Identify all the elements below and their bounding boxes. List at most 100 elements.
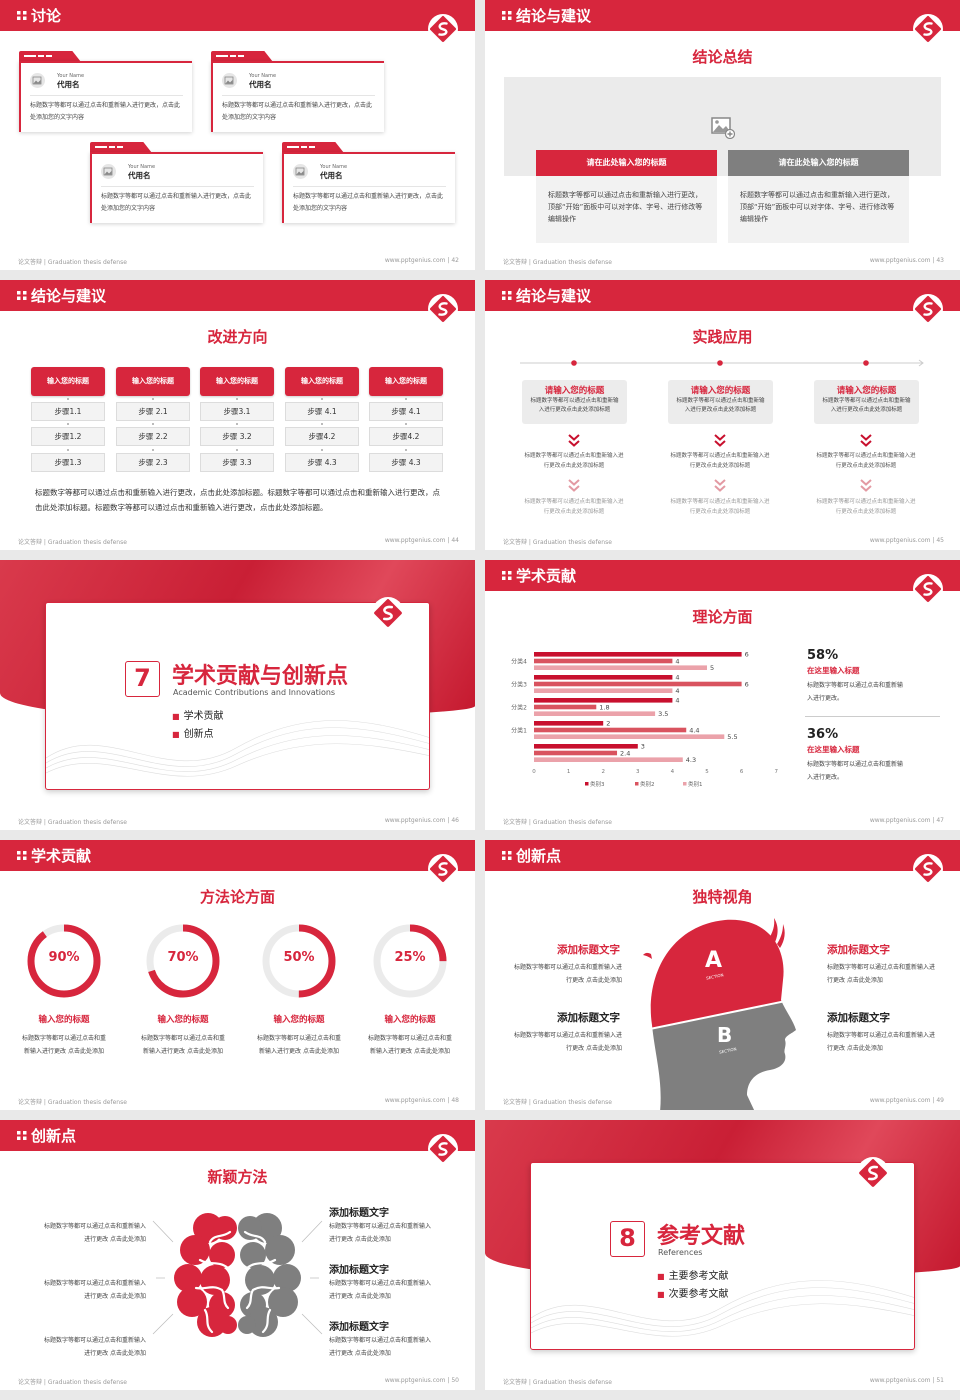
- section-item[interactable]: ■ 次要参考文献: [657, 1285, 729, 1300]
- profile-card[interactable]: Your Name 代用名 标题数字等都可以通过点击和重新输入进行更改，点击此处添加…: [19, 51, 192, 132]
- grid-dots-icon: [502, 571, 512, 580]
- point-heading: 添加标题文字: [329, 1322, 389, 1333]
- slide-51-section[interactable]: 8 参考文献 References ■ 主要参考文献 ■ 次要参考文献 论文答辩 |…: [485, 1120, 960, 1390]
- slide-48-methodology[interactable]: 学术贡献 方法论方面 90% 输入您的标题 标题数字等都可以通过点击和重新输入进行更…: [0, 840, 475, 1110]
- ring-progress: [27, 924, 101, 998]
- slide-header: 学术贡献: [0, 840, 475, 871]
- title-bar-red[interactable]: 请在此处输入您的标题: [536, 150, 717, 176]
- avatar-image-icon[interactable]: [30, 73, 45, 88]
- practice-step-text: 标题数字等都可以通过点击和重新输入进行更改点击此处添加标题: [816, 453, 916, 469]
- card-body: Your Name 代用名 标题数字等都可以通过点击和重新输入进行更改，点击此处添加…: [211, 61, 384, 132]
- avatar-image-icon[interactable]: [222, 73, 237, 88]
- footer-url: www.pptgenius.com |: [384, 537, 452, 544]
- column-heading[interactable]: 输入您的标题: [200, 367, 274, 396]
- section-item[interactable]: ■ 创新点: [172, 725, 214, 740]
- bar: [534, 750, 618, 756]
- step-box[interactable]: 步骤 3.3: [200, 453, 274, 472]
- bullet-icon: ■: [657, 1272, 665, 1281]
- footer-right: www.pptgenius.com | 48: [385, 1097, 459, 1104]
- slide-44-improvement[interactable]: 结论与建议 改进方向 输入您的标题 步骤1.1 步骤1.2 步骤1.3 输入您的标题 步骤…: [0, 280, 475, 550]
- column-heading[interactable]: 输入您的标题: [31, 367, 105, 396]
- step-box[interactable]: 步骤 4.1: [369, 402, 443, 421]
- step-box[interactable]: 步骤1.2: [31, 427, 105, 446]
- grid-dots-icon: [502, 11, 512, 20]
- page-number: 42: [451, 257, 459, 264]
- practice-box[interactable]: 请输入您的标题 标题数字等都可以通过点击和重新输入进行更改点击此处添加标题: [814, 380, 919, 424]
- slide-49-perspective[interactable]: 创新点 独特视角 A SECTION B SECTION 添加标题文字 标题数字…: [485, 840, 960, 1110]
- wave-pattern: [531, 1280, 914, 1337]
- category-label: 分类2: [511, 703, 527, 711]
- step-box[interactable]: 步骤 2.3: [116, 453, 190, 472]
- data-label: 4: [675, 697, 679, 705]
- tab-dash: [238, 55, 244, 57]
- connector-dot: [321, 449, 323, 451]
- step-box[interactable]: 步骤 2.1: [116, 402, 190, 421]
- slide-45-practice[interactable]: 结论与建议 实践应用 请输入您的标题 标题数字等都可以通过点击和重新输入进行更改点…: [485, 280, 960, 550]
- practice-step-text: 标题数字等都可以通过点击和重新输入进行更改点击此处添加标题: [524, 499, 624, 515]
- name: 代用名: [57, 80, 80, 89]
- card-text[interactable]: 标题数字等都可以通过点击和重新输入进行更改，点击此处添加您的文字内容: [30, 102, 181, 121]
- slide-43-conclusion[interactable]: 结论与建议 结论总结 请在此处输入您的标题 请在此处输入您的标题 标题数字等都可…: [485, 0, 960, 270]
- avatar-image-icon[interactable]: [101, 164, 116, 179]
- footer-right: www.pptgenius.com | 46: [385, 817, 459, 824]
- step-box[interactable]: 步骤4.2: [369, 427, 443, 446]
- legend-swatch: [585, 782, 589, 786]
- step-box[interactable]: 步骤 2.2: [116, 427, 190, 446]
- name-en: Your Name: [249, 73, 277, 79]
- column-heading[interactable]: 输入您的标题: [369, 367, 443, 396]
- slide-46-section[interactable]: 7 学术贡献与创新点 Academic Contributions and In…: [0, 560, 475, 830]
- image-add-icon[interactable]: [711, 117, 735, 139]
- column-heading[interactable]: 输入您的标题: [285, 367, 359, 396]
- practice-step-text: 标题数字等都可以通过点击和重新输入进行更改点击此处添加标题: [524, 453, 624, 469]
- card-text[interactable]: 标题数字等都可以通过点击和重新输入进行更改，点击此处添加您的文字内容: [293, 193, 444, 212]
- connector-dot: [152, 423, 154, 425]
- step-box[interactable]: 步骤1.1: [31, 402, 105, 421]
- card-text[interactable]: 标题数字等都可以通过点击和重新输入进行更改，点击此处添加您的文字内容: [101, 193, 252, 212]
- section-item-label: 次要参考文献: [668, 1289, 729, 1300]
- card-tab: [211, 51, 273, 62]
- step-box[interactable]: 步骤4.2: [285, 427, 359, 446]
- slide-47-theory[interactable]: 学术贡献 理论方面 6 4 4 2 3 4 6 1.8 4.4 2.4 5 4 3.5 5.5 4.3 分类4…: [485, 560, 960, 830]
- profile-card[interactable]: Your Name 代用名 标题数字等都可以通过点击和重新输入进行更改，点击此处添加…: [282, 142, 455, 223]
- text-box[interactable]: 标题数字等都可以通过点击和重新输入进行更改，顶部“开始”面板中可以对字体、字号、…: [728, 176, 909, 243]
- data-label: 4.3: [686, 756, 696, 764]
- step-box[interactable]: 步骤3.1: [200, 402, 274, 421]
- slide-subtitle: 独特视角: [692, 888, 753, 906]
- avatar-image-icon[interactable]: [293, 164, 308, 179]
- point-text: 标题数字等都可以通过点击和重新输入进行更改 点击此处添加: [514, 964, 623, 984]
- data-label: 4: [675, 674, 679, 682]
- tick-label: 7: [774, 769, 778, 775]
- slide-42-discussion[interactable]: 讨论 Your Name 代用名 标题数字等都可以通过点击和重新输入进行更改，点击此…: [0, 0, 475, 270]
- step-box[interactable]: 步骤 3.2: [200, 427, 274, 446]
- brain-icon: [152, 1213, 323, 1337]
- connector-dot: [152, 449, 154, 451]
- footer-right: www.pptgenius.com | 51: [870, 1377, 944, 1384]
- bar: [534, 658, 673, 664]
- section-item[interactable]: ■ 学术贡献: [172, 707, 224, 722]
- practice-box[interactable]: 请输入您的标题 标题数字等都可以通过点击和重新输入进行更改点击此处添加标题: [668, 380, 773, 424]
- ring-text: 标题数字等都可以通过点击和重新输入进行更改 点击此处添加: [256, 1035, 341, 1055]
- card-text[interactable]: 标题数字等都可以通过点击和重新输入进行更改，点击此处添加您的文字内容: [222, 102, 373, 121]
- brand-logo: [428, 854, 458, 884]
- bar: [534, 652, 742, 657]
- bullet-icon: ■: [172, 712, 180, 721]
- practice-box[interactable]: 请输入您的标题 标题数字等都可以通过点击和重新输入进行更改点击此处添加标题: [522, 380, 627, 424]
- column-heading[interactable]: 输入您的标题: [116, 367, 190, 396]
- step-box[interactable]: 步骤 4.3: [369, 453, 443, 472]
- title-bar-gray[interactable]: 请在此处输入您的标题: [728, 150, 909, 176]
- progress-rings: [27, 924, 447, 998]
- section-item[interactable]: ■ 主要参考文献: [657, 1267, 729, 1282]
- description-paragraph[interactable]: 标题数字等都可以通过点击和重新输入进行更改，点击此处添加标题。标题数字等都可以通…: [35, 488, 440, 512]
- practice-heading: 请输入您的标题: [690, 386, 751, 396]
- data-label: 4: [675, 687, 679, 695]
- bar: [534, 665, 707, 670]
- step-box[interactable]: 步骤 4.1: [285, 402, 359, 421]
- step-box[interactable]: 步骤1.3: [31, 453, 105, 472]
- text-box[interactable]: 标题数字等都可以通过点击和重新输入进行更改，顶部“开始”面板中可以对字体、字号、…: [536, 176, 717, 243]
- card-body: Your Name 代用名 标题数字等都可以通过点击和重新输入进行更改，点击此处添加…: [282, 152, 455, 223]
- profile-card[interactable]: Your Name 代用名 标题数字等都可以通过点击和重新输入进行更改，点击此处添加…: [90, 142, 263, 223]
- step-box[interactable]: 步骤 4.3: [285, 453, 359, 472]
- section-title: 参考文献: [657, 1224, 746, 1249]
- profile-card[interactable]: Your Name 代用名 标题数字等都可以通过点击和重新输入进行更改，点击此处添加…: [211, 51, 384, 132]
